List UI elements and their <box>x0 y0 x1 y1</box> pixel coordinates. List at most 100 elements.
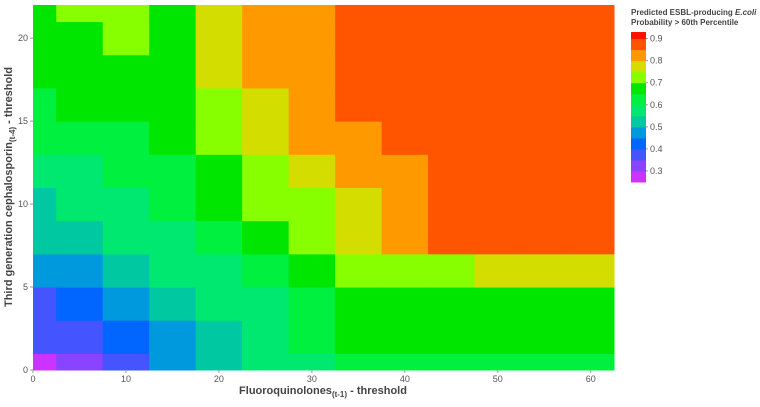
contour-cell <box>335 54 383 89</box>
contour-cell <box>195 21 243 56</box>
contour-cell <box>428 320 476 354</box>
contour-cell <box>56 187 104 222</box>
contour-cell <box>195 253 243 288</box>
contour-cell <box>102 5 150 23</box>
contour-cell <box>428 54 476 89</box>
contour-cell <box>33 121 57 155</box>
contour-cell <box>195 220 243 255</box>
contour-cell <box>33 353 57 371</box>
contour-cell <box>335 121 383 155</box>
contour-cell <box>56 87 104 122</box>
contour-cell <box>102 320 150 354</box>
contour-cell <box>335 5 383 23</box>
y-tick-label: 15 <box>18 116 28 126</box>
contour-cell <box>102 87 150 122</box>
y-tick-label: 0 <box>23 365 28 375</box>
contour-cell <box>381 154 429 188</box>
contour-cell <box>149 21 197 56</box>
contour-cell <box>567 154 615 188</box>
colorbar-band <box>631 104 646 117</box>
contour-cell <box>288 87 336 122</box>
contour-cell <box>381 87 429 122</box>
y-axis-label: Third generation cephalosporin(t-4) - th… <box>3 67 17 307</box>
contour-cell <box>102 154 150 188</box>
contour-cell <box>567 187 615 222</box>
x-tick-label: 60 <box>586 374 596 384</box>
contour-cell <box>195 154 243 188</box>
contour-cell <box>56 54 104 89</box>
contour-cell <box>242 253 290 288</box>
contour-cell <box>242 21 290 56</box>
contour-cell <box>56 253 104 288</box>
contour-cell <box>567 87 615 122</box>
colorbar-band <box>631 137 646 150</box>
contour-cell <box>242 287 290 321</box>
contour-cell <box>474 353 522 371</box>
colorbar-band <box>631 148 646 161</box>
colorbar-tick-label: 0.8 <box>650 56 663 66</box>
colorbar-title-italic: E.coli <box>735 8 757 17</box>
contour-cell <box>242 87 290 122</box>
x-tick-label: 0 <box>30 374 35 384</box>
colorbar-band <box>631 115 646 128</box>
contour-cell <box>242 154 290 188</box>
contour-cell <box>288 154 336 188</box>
x-tick-label: 40 <box>400 374 410 384</box>
contour-cell <box>521 287 569 321</box>
x-label-main: Fluoroquinolones <box>239 385 332 397</box>
contour-cell <box>474 121 522 155</box>
contour-cell <box>335 187 383 222</box>
contour-cell <box>567 121 615 155</box>
contour-cell <box>195 187 243 222</box>
contour-cell <box>335 21 383 56</box>
contour-cell <box>195 320 243 354</box>
y-tick-label: 10 <box>18 199 28 209</box>
contour-cell <box>521 220 569 255</box>
contour-cell <box>521 187 569 222</box>
contour-cell <box>149 253 197 288</box>
contour-cell <box>33 287 57 321</box>
colorbar-tick-label: 0.6 <box>650 100 663 110</box>
contour-cell <box>102 121 150 155</box>
y-label-main: Third generation cephalosporin <box>3 142 15 307</box>
contour-cell <box>195 121 243 155</box>
contour-cell <box>474 21 522 56</box>
colorbar-tick-label: 0.5 <box>650 122 663 132</box>
contour-cell <box>195 353 243 371</box>
contour-cell <box>474 5 522 23</box>
contour-cell <box>149 5 197 23</box>
contour-cell <box>33 154 57 188</box>
contour-cell <box>288 187 336 222</box>
contour-cell <box>195 87 243 122</box>
colorbar-band <box>631 82 646 95</box>
contour-cell <box>33 320 57 354</box>
contour-cell <box>474 87 522 122</box>
contour-cell <box>335 353 383 371</box>
contour-cell <box>242 121 290 155</box>
y-tick-label: 5 <box>23 282 28 292</box>
contour-cell <box>288 121 336 155</box>
contour-cell <box>102 187 150 222</box>
colorbar-title-text: Predicted ESBL-producing <box>631 8 735 17</box>
colorbar-band <box>631 159 646 172</box>
contour-cell <box>56 287 104 321</box>
contour-cell <box>381 253 429 288</box>
x-tick-label: 50 <box>493 374 503 384</box>
contour-cell <box>102 54 150 89</box>
contour-cell <box>567 253 615 288</box>
contour-cell <box>381 353 429 371</box>
contour-cell <box>149 154 197 188</box>
contour-cell <box>33 54 57 89</box>
y-label-tail: - threshold <box>3 67 15 127</box>
contour-cell <box>381 220 429 255</box>
colorbar-band <box>631 49 646 62</box>
contour-cell <box>567 21 615 56</box>
contour-cell <box>288 253 336 288</box>
contour-cell <box>288 287 336 321</box>
contour-cell <box>195 287 243 321</box>
contour-cell <box>381 121 429 155</box>
contour-cell <box>381 5 429 23</box>
contour-cell <box>242 5 290 23</box>
contour-cell <box>288 21 336 56</box>
